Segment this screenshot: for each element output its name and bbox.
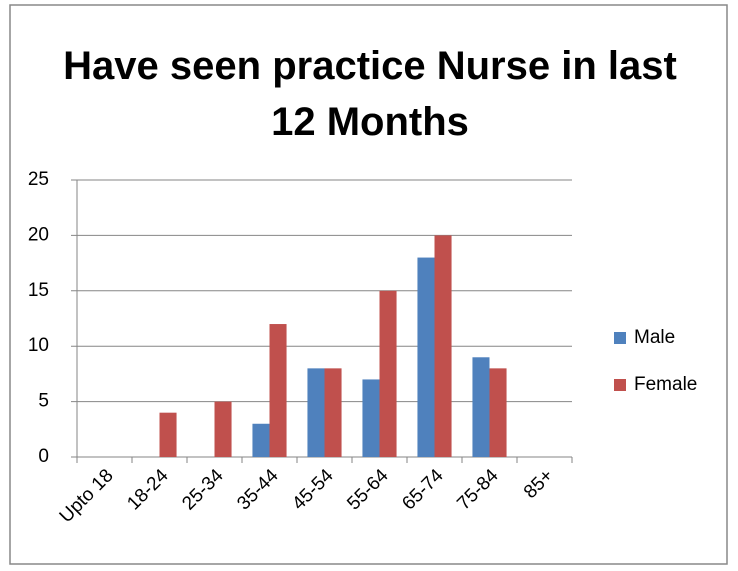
bar	[324, 368, 342, 457]
bar	[252, 423, 270, 457]
chart-title: Have seen practice Nurse in last 12 Mont…	[63, 44, 677, 144]
bar	[362, 379, 380, 457]
bar	[379, 290, 397, 457]
x-tick-label: 25-34	[178, 465, 228, 515]
bar	[434, 235, 452, 457]
bar	[472, 357, 490, 457]
bar	[214, 401, 232, 457]
bar	[159, 412, 177, 457]
bar	[269, 324, 287, 457]
chart-border	[9, 4, 728, 565]
bar	[417, 257, 435, 457]
y-tick-label: 5	[38, 391, 49, 412]
y-tick-label: 10	[28, 335, 49, 356]
x-tick-label: 85+	[520, 465, 558, 503]
x-tick-label: 35-44	[233, 465, 283, 515]
y-tick-label: 15	[28, 280, 49, 301]
y-tick-label: 25	[28, 169, 49, 190]
legend-label: Male	[634, 327, 675, 348]
legend-swatch	[614, 379, 626, 391]
legend-swatch	[614, 332, 626, 344]
x-tick-label: 75-84	[453, 465, 503, 515]
x-tick-label: 45-54	[288, 465, 338, 515]
x-tick-label: 65-74	[398, 465, 448, 515]
legend-label: Female	[634, 374, 697, 395]
y-tick-label: 20	[28, 224, 49, 245]
x-tick-label: 55-64	[343, 465, 393, 515]
y-tick-label: 0	[38, 446, 49, 467]
x-tick-label: 18-24	[123, 465, 173, 515]
x-tick-label: Upto 18	[56, 465, 118, 527]
bar	[307, 368, 325, 457]
bar	[489, 368, 507, 457]
